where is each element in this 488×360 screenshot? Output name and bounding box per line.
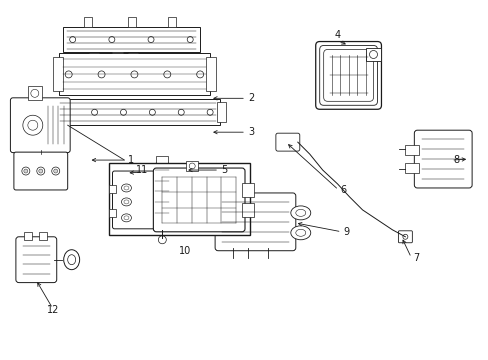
Bar bbox=[56, 99, 220, 125]
FancyBboxPatch shape bbox=[398, 231, 411, 243]
FancyBboxPatch shape bbox=[319, 45, 377, 105]
Bar bbox=[88, 44, 99, 54]
Circle shape bbox=[148, 37, 154, 42]
FancyBboxPatch shape bbox=[275, 133, 299, 151]
Text: 6: 6 bbox=[340, 185, 346, 195]
FancyBboxPatch shape bbox=[112, 171, 154, 229]
FancyBboxPatch shape bbox=[150, 165, 174, 223]
Ellipse shape bbox=[124, 216, 129, 220]
Circle shape bbox=[207, 109, 213, 115]
Bar bbox=[24, 232, 32, 240]
Circle shape bbox=[31, 89, 39, 97]
Bar bbox=[59, 54, 210, 95]
Circle shape bbox=[402, 234, 407, 239]
Bar bbox=[111, 53, 123, 54]
Circle shape bbox=[23, 115, 42, 135]
Text: 4: 4 bbox=[334, 30, 340, 40]
Circle shape bbox=[62, 109, 68, 115]
Bar bbox=[50, 102, 59, 122]
Ellipse shape bbox=[295, 210, 305, 216]
Circle shape bbox=[24, 169, 28, 173]
Circle shape bbox=[131, 46, 136, 51]
Bar bbox=[156, 156, 168, 166]
Circle shape bbox=[187, 37, 193, 42]
Ellipse shape bbox=[290, 226, 310, 240]
Bar bbox=[108, 163, 249, 235]
Bar bbox=[365, 48, 381, 62]
Circle shape bbox=[65, 71, 72, 78]
Circle shape bbox=[158, 236, 166, 244]
Bar bbox=[158, 210, 166, 220]
Circle shape bbox=[120, 109, 126, 115]
FancyBboxPatch shape bbox=[14, 152, 67, 190]
Text: 3: 3 bbox=[247, 127, 254, 137]
Circle shape bbox=[28, 120, 38, 130]
Bar bbox=[405, 145, 419, 155]
Circle shape bbox=[149, 109, 155, 115]
Circle shape bbox=[163, 71, 170, 78]
Text: 1: 1 bbox=[128, 155, 134, 165]
Circle shape bbox=[54, 169, 58, 173]
Ellipse shape bbox=[67, 255, 76, 265]
Circle shape bbox=[91, 109, 98, 115]
Circle shape bbox=[109, 37, 115, 42]
Circle shape bbox=[189, 163, 195, 169]
Bar bbox=[128, 44, 138, 54]
FancyBboxPatch shape bbox=[16, 237, 57, 283]
Ellipse shape bbox=[121, 198, 131, 206]
Bar bbox=[242, 203, 253, 217]
Text: 10: 10 bbox=[179, 246, 191, 256]
Circle shape bbox=[39, 169, 42, 173]
Text: 2: 2 bbox=[247, 93, 254, 103]
Ellipse shape bbox=[121, 214, 131, 222]
Ellipse shape bbox=[124, 186, 129, 190]
Bar bbox=[217, 102, 225, 122]
Ellipse shape bbox=[295, 229, 305, 236]
Circle shape bbox=[196, 71, 203, 78]
Bar bbox=[108, 209, 116, 217]
Circle shape bbox=[22, 167, 30, 175]
Circle shape bbox=[69, 37, 76, 42]
Bar bbox=[39, 232, 47, 240]
Circle shape bbox=[52, 167, 60, 175]
Bar bbox=[203, 214, 220, 230]
Bar bbox=[28, 86, 41, 100]
Circle shape bbox=[369, 50, 377, 58]
FancyBboxPatch shape bbox=[315, 41, 381, 109]
Ellipse shape bbox=[124, 200, 129, 204]
Ellipse shape bbox=[290, 206, 310, 220]
Circle shape bbox=[91, 46, 96, 51]
Bar bbox=[186, 161, 198, 171]
Ellipse shape bbox=[121, 184, 131, 192]
Bar bbox=[62, 27, 200, 53]
FancyBboxPatch shape bbox=[413, 130, 471, 188]
FancyBboxPatch shape bbox=[323, 50, 373, 101]
Circle shape bbox=[98, 71, 105, 78]
Circle shape bbox=[178, 109, 184, 115]
Bar bbox=[128, 17, 136, 27]
Bar bbox=[168, 17, 176, 27]
Circle shape bbox=[37, 167, 45, 175]
Text: 8: 8 bbox=[452, 155, 458, 165]
FancyBboxPatch shape bbox=[10, 98, 70, 153]
Text: 11: 11 bbox=[136, 165, 148, 175]
Text: 7: 7 bbox=[412, 253, 419, 263]
Circle shape bbox=[131, 71, 138, 78]
Bar bbox=[108, 185, 116, 193]
Bar bbox=[83, 17, 91, 27]
Ellipse shape bbox=[153, 162, 171, 170]
Ellipse shape bbox=[63, 250, 80, 270]
FancyBboxPatch shape bbox=[215, 193, 295, 251]
Text: 9: 9 bbox=[343, 227, 349, 237]
Bar bbox=[53, 58, 62, 91]
Bar bbox=[206, 58, 216, 91]
Bar bbox=[242, 183, 253, 197]
Text: 12: 12 bbox=[46, 306, 59, 315]
Bar bbox=[405, 163, 419, 173]
FancyBboxPatch shape bbox=[153, 168, 244, 232]
Text: 5: 5 bbox=[221, 165, 227, 175]
